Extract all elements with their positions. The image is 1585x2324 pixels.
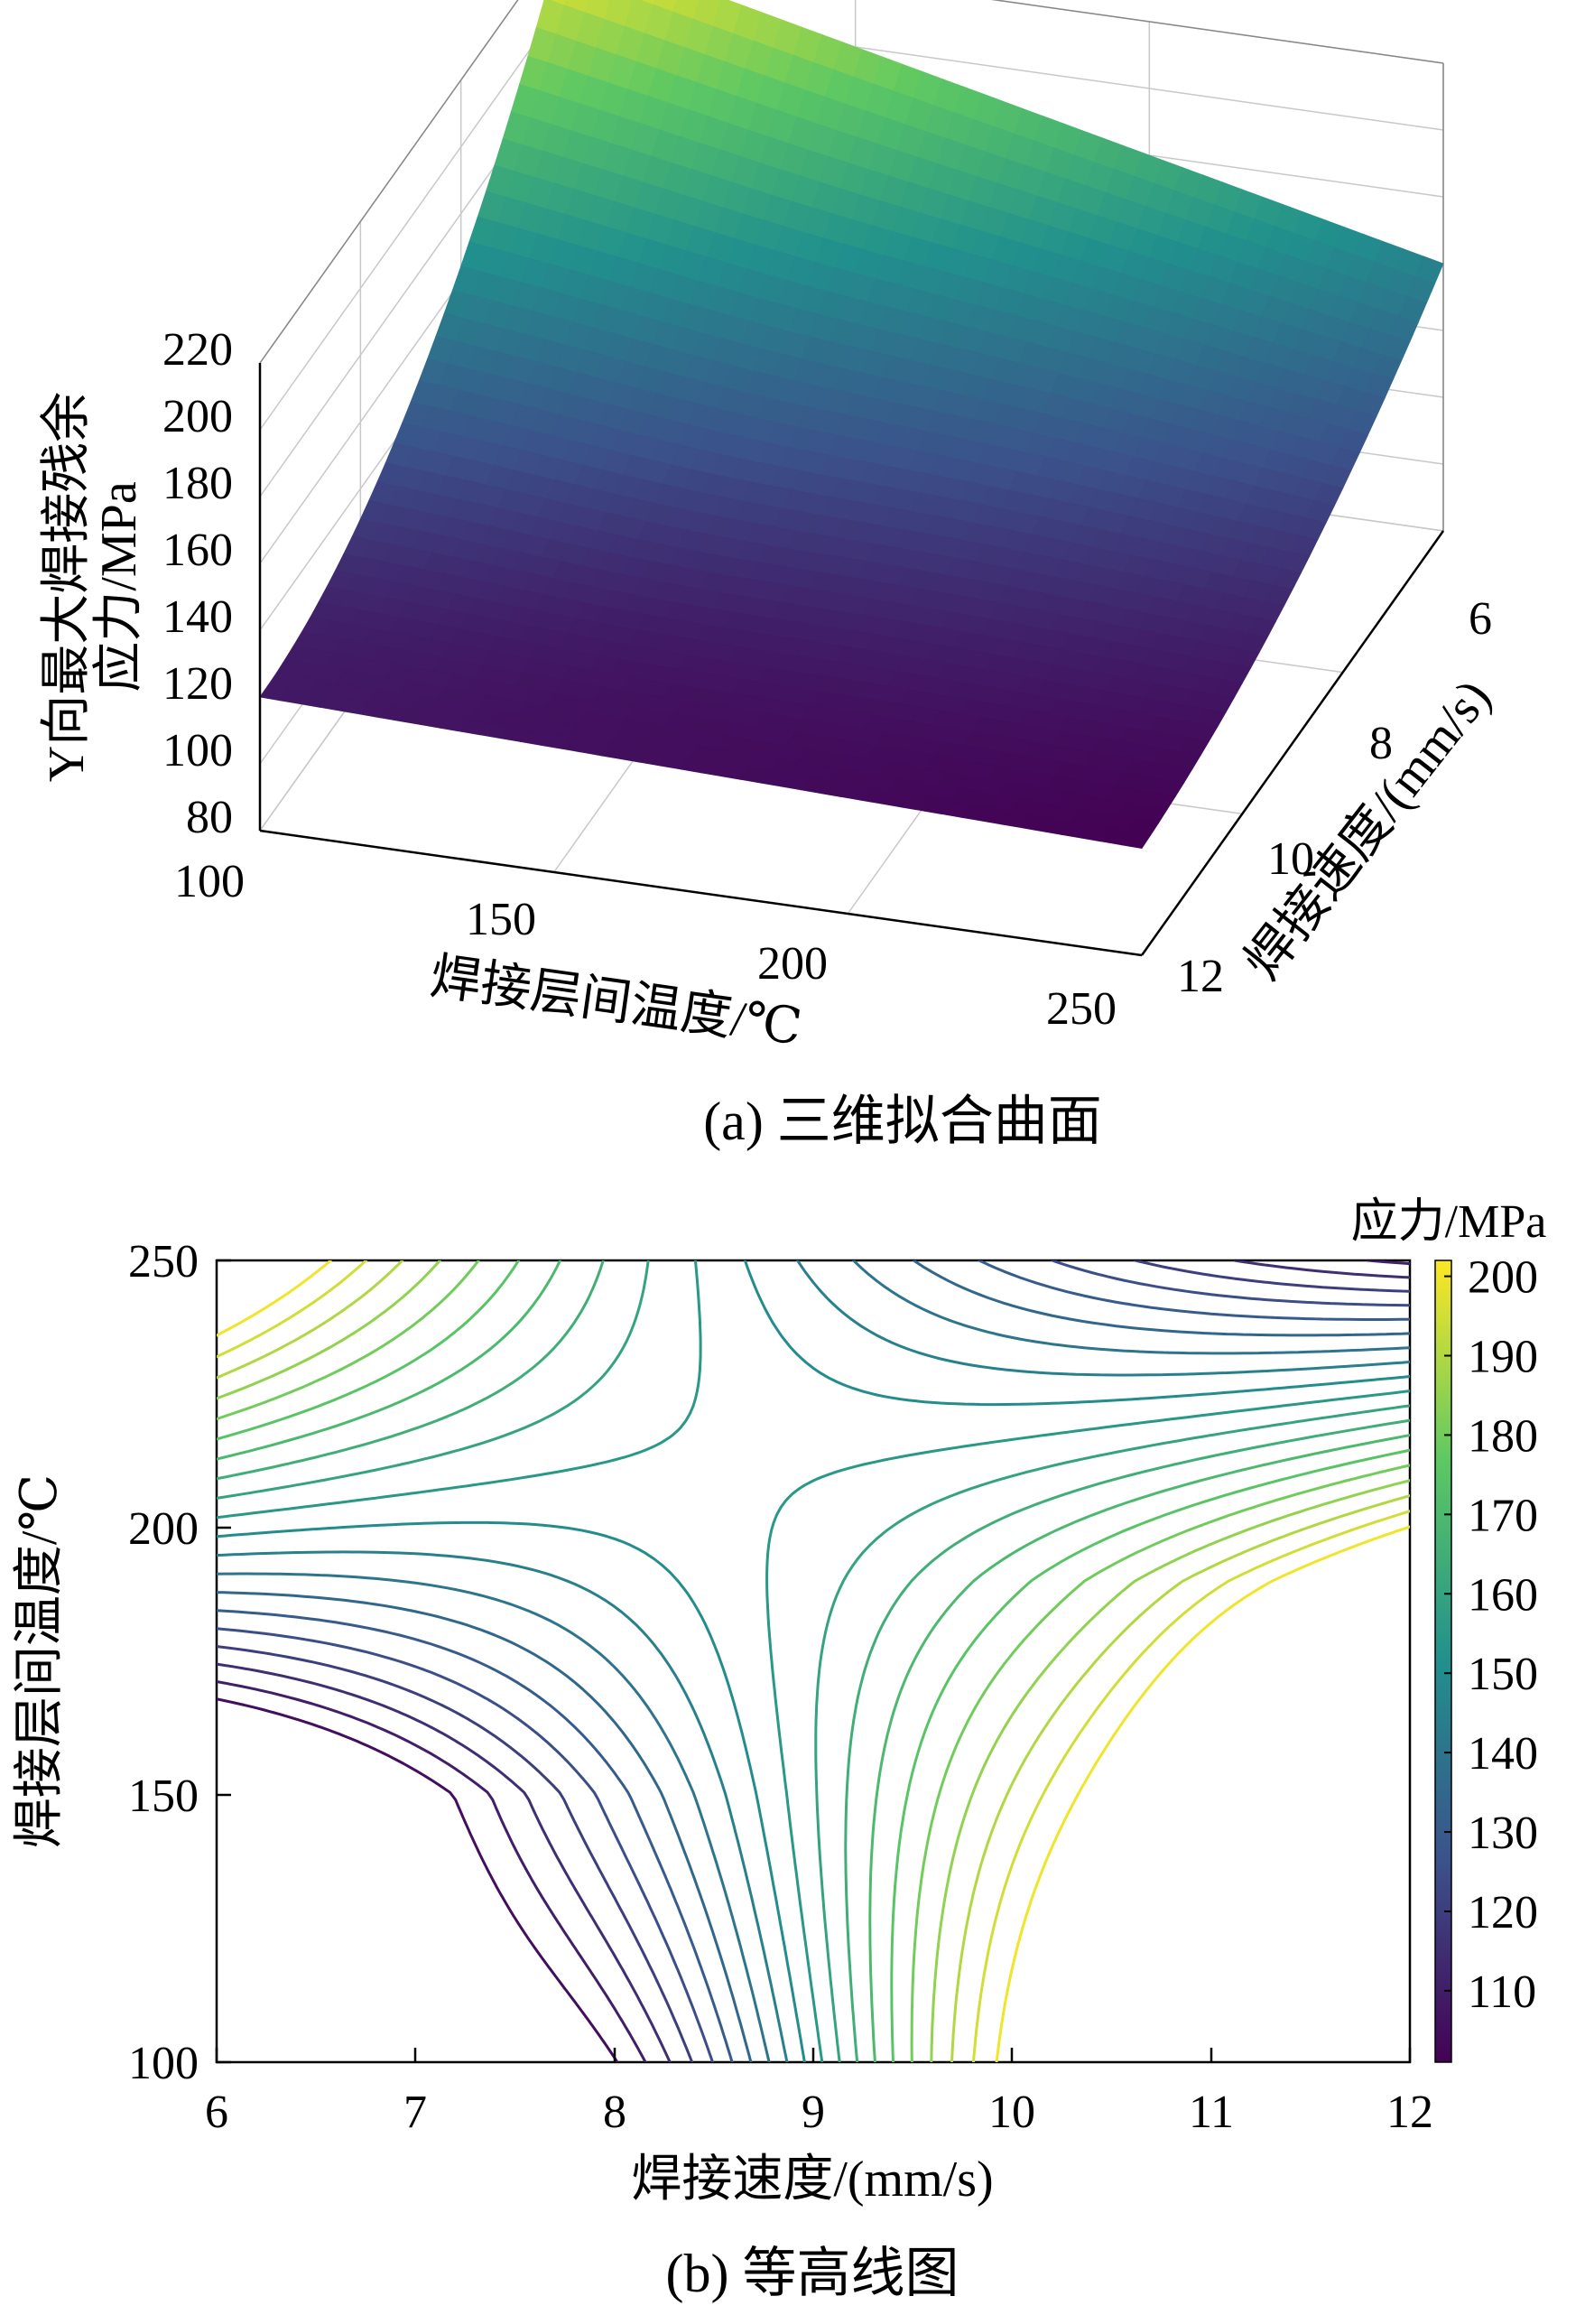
x-tick-label: 10: [988, 2087, 1035, 2138]
contour-x-axis-label: 焊接速度/(mm/s): [631, 2152, 993, 2208]
y-tick-label: 250: [128, 1236, 199, 1287]
contour-line: [217, 1260, 1410, 2062]
y-tick-label: 200: [128, 1503, 199, 1555]
z-tick-labels: 80 100 120 140 160 180 200 220: [162, 324, 233, 843]
contour-lines: [217, 1260, 1410, 2062]
x-tick-label: 6: [205, 2087, 228, 2138]
colorbar-tick-label: 140: [1468, 1728, 1538, 1780]
contour-line: [217, 1260, 1410, 2062]
contour-line: [217, 1260, 1410, 2062]
contour-line: [217, 1260, 1410, 2062]
contour-x-tick-labels: 6 7 8 9 10 11 12: [205, 2087, 1433, 2138]
z-tick-label: 200: [162, 391, 233, 442]
y-tick-label: 6: [1469, 593, 1492, 645]
x-axis-label: 焊接层间温度/℃: [427, 949, 805, 1056]
x-tick-label: 12: [1386, 2087, 1433, 2138]
y-tick-label: 10: [1267, 833, 1314, 885]
contour-line: [217, 1260, 1410, 2062]
contour-line: [217, 1260, 1410, 2062]
box-edge: [991, 0, 1444, 64]
y-tick-labels: 6 8 10 12: [1177, 593, 1492, 1002]
contour-line: [217, 1260, 1410, 2062]
contour-line: [217, 1260, 1410, 2062]
x-tick-label: 150: [466, 894, 536, 945]
z-tick-label: 140: [162, 591, 233, 643]
x-tick-label: 250: [1046, 983, 1117, 1035]
colorbar: [1434, 1260, 1452, 2063]
colorbar-tick-marks: [1444, 1275, 1451, 1992]
x-tick-label: 8: [603, 2087, 626, 2138]
colorbar-label: 应力/MPa: [1351, 1196, 1547, 1248]
z-tick-label: 80: [186, 792, 233, 843]
x-tick-label: 11: [1189, 2087, 1234, 2138]
axis-line: [259, 829, 1143, 957]
contour-line: [217, 1260, 1410, 2062]
colorbar-tick-label: 200: [1468, 1252, 1538, 1304]
contour-line: [217, 1260, 1410, 2062]
contour-y-axis-label: 焊接层间温度/℃: [12, 1474, 68, 1848]
contour-line: [217, 1260, 1410, 2062]
z-tick-label: 180: [162, 458, 233, 509]
contour-y-tick-labels: 100 150 200 250: [128, 1236, 199, 2089]
colorbar-tick-label: 120: [1468, 1887, 1538, 1938]
contour-line: [217, 1260, 1410, 2062]
y-tick-label: 12: [1177, 951, 1224, 1002]
contour-tick-marks: [215, 1259, 1412, 2064]
z-tick-label: 160: [162, 525, 233, 576]
colorbar-tick-labels: 110 120 130 140 150 160 170 180 190 200: [1468, 1252, 1538, 2018]
contour-line: [217, 1260, 1410, 2062]
surface-patch: [1121, 832, 1151, 850]
y-tick-label: 150: [128, 1771, 199, 1822]
x-tick-label: 100: [174, 856, 245, 907]
colorbar-tick-label: 110: [1468, 1966, 1536, 2018]
x-tick-labels: 100 150 200 250: [174, 856, 1117, 1035]
z-tick-label: 120: [162, 658, 233, 710]
contour-line: [217, 1260, 1410, 2062]
surface-mesh: [259, 0, 1444, 850]
colorbar-tick-label: 180: [1468, 1410, 1538, 1462]
caption-a: (a) 三维拟合曲面: [703, 1092, 1102, 1151]
contour-line: [217, 1260, 1410, 2062]
colorbar-tick-label: 150: [1468, 1649, 1538, 1700]
z-tick-label: 220: [162, 324, 233, 376]
surface-chart: 80 100 120 140 160 180 200 220 100 150 2…: [39, 0, 1502, 1151]
contour-line: [217, 1260, 1410, 2062]
y-axis-label: 焊接速度/(mm/s): [1235, 670, 1502, 990]
colorbar-tick-label: 160: [1468, 1569, 1538, 1621]
box-edge: [259, 0, 519, 364]
contour-line: [217, 1260, 1410, 2062]
axis-line: [1140, 530, 1445, 956]
contour-line: [217, 1697, 619, 2062]
colorbar-tick-label: 130: [1468, 1808, 1538, 1859]
contour-chart: 6 7 8 9 10 11 12 100 150 200 250 焊接速度/(m…: [12, 1196, 1546, 2303]
z-axis-label-line1: Y向最大焊接残余: [39, 392, 95, 782]
contour-line: [217, 1260, 1410, 2062]
colorbar-tick-label: 190: [1468, 1332, 1538, 1383]
x-tick-label: 200: [757, 938, 828, 990]
caption-b: (b) 等高线图: [666, 2244, 959, 2303]
colorbar-tick-label: 170: [1468, 1490, 1538, 1541]
y-tick-label: 100: [128, 2038, 199, 2089]
y-tick-label: 8: [1369, 718, 1393, 769]
z-axis-label-line2: 应力/MPa: [91, 481, 147, 692]
x-tick-label: 7: [403, 2087, 427, 2138]
z-tick-label: 100: [162, 725, 233, 776]
surface-axes: [258, 363, 1445, 957]
x-tick-label: 9: [802, 2087, 825, 2138]
contour-line: [217, 1260, 1410, 2062]
